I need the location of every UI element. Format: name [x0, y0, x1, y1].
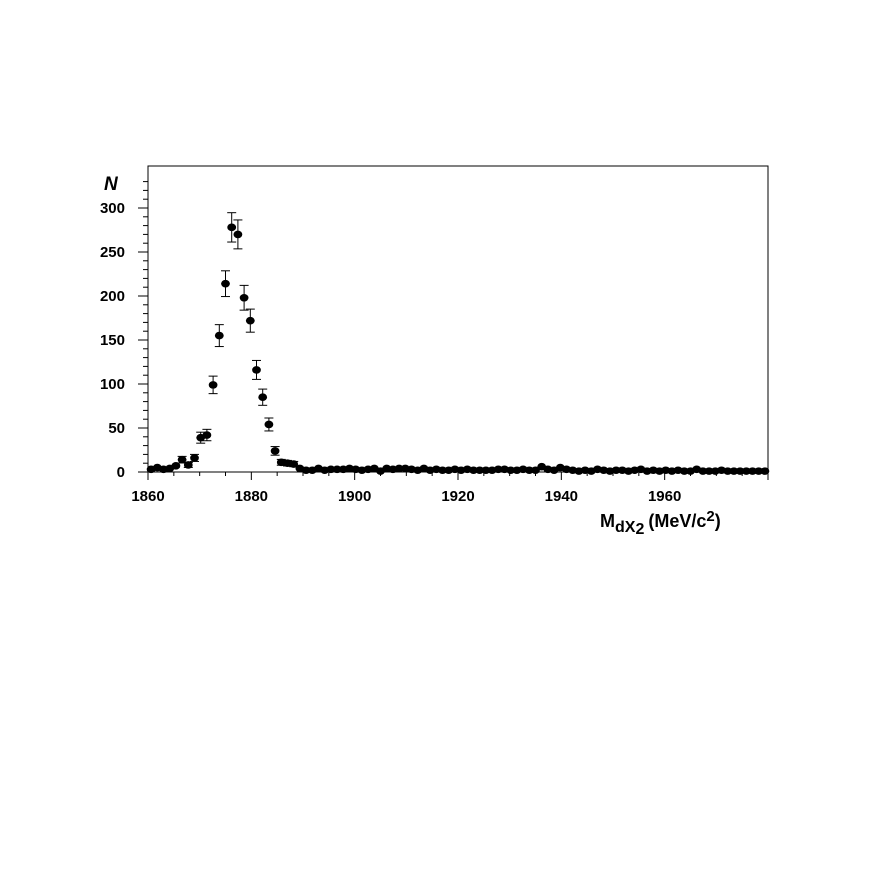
data-point	[245, 316, 255, 325]
data-point	[475, 466, 485, 475]
x-axis-title-main: M	[600, 511, 615, 531]
data-point	[202, 431, 212, 439]
x-tick-label: 1940	[545, 488, 578, 505]
data-point	[332, 465, 342, 474]
x-axis-title: MdX2 (MeV/c2)	[600, 508, 721, 538]
x-tick-label: 1900	[338, 488, 371, 505]
data-point	[227, 223, 237, 232]
data-point	[394, 464, 404, 473]
y-tick-label: 300	[100, 200, 125, 217]
data-point	[258, 393, 268, 402]
data-point	[252, 366, 261, 374]
x-tick-label: 1920	[441, 488, 474, 505]
x-tick-label: 1880	[235, 488, 268, 505]
y-axis-tick-labels: 0 50 100 150 200 250 300	[100, 200, 125, 481]
data-point	[326, 465, 336, 474]
y-tick-label: 150	[100, 332, 125, 349]
x-axis-title-unit-superscript: 2	[706, 508, 714, 525]
plot-frame	[147, 165, 769, 473]
data-point	[698, 467, 708, 475]
data-point	[735, 467, 745, 475]
y-tick-label: 200	[100, 288, 125, 305]
data-point	[177, 455, 187, 464]
data-point	[190, 454, 199, 462]
y-tick-label: 50	[108, 420, 125, 437]
y-axis-title: N	[104, 174, 119, 195]
data-point	[270, 447, 280, 455]
data-point	[239, 293, 249, 302]
data-point	[233, 230, 243, 239]
y-axis-major-ticks	[138, 207, 148, 473]
x-tick-label: 1960	[648, 488, 681, 505]
data-point	[469, 466, 478, 475]
data-point	[679, 467, 689, 475]
data-point	[729, 467, 739, 475]
data-point	[748, 467, 757, 475]
data-point	[208, 381, 218, 389]
y-tick-label: 250	[100, 244, 125, 261]
y-tick-label: 0	[117, 464, 125, 481]
data-point	[438, 466, 447, 475]
data-point	[289, 460, 299, 468]
x-axis-title-unit: (MeV/c	[648, 511, 706, 531]
data-point	[481, 466, 491, 475]
data-point	[506, 466, 516, 475]
x-axis-title-unit-close: )	[715, 511, 721, 531]
data-point	[214, 331, 224, 340]
data-point	[754, 467, 764, 475]
data-point	[704, 467, 714, 475]
data-point	[301, 466, 311, 475]
x-axis-tick-labels: 1860 1880 1900 1920 1940 1960	[131, 488, 681, 505]
data-point	[531, 466, 540, 475]
data-point	[611, 466, 621, 475]
data-point	[723, 467, 733, 475]
data-point	[760, 467, 770, 475]
data-point	[264, 420, 274, 429]
data-point	[183, 461, 193, 469]
x-axis-title-subscript: dX	[615, 519, 636, 536]
data-point	[524, 466, 534, 475]
data-points	[146, 223, 770, 475]
data-point	[741, 467, 751, 475]
x-axis-title-subsubscript: 2	[635, 521, 644, 538]
y-tick-label: 100	[100, 376, 125, 393]
data-point	[171, 462, 181, 470]
x-tick-label: 1860	[131, 488, 164, 505]
data-point	[493, 465, 503, 474]
data-point	[221, 279, 230, 288]
error-bars	[177, 212, 299, 468]
